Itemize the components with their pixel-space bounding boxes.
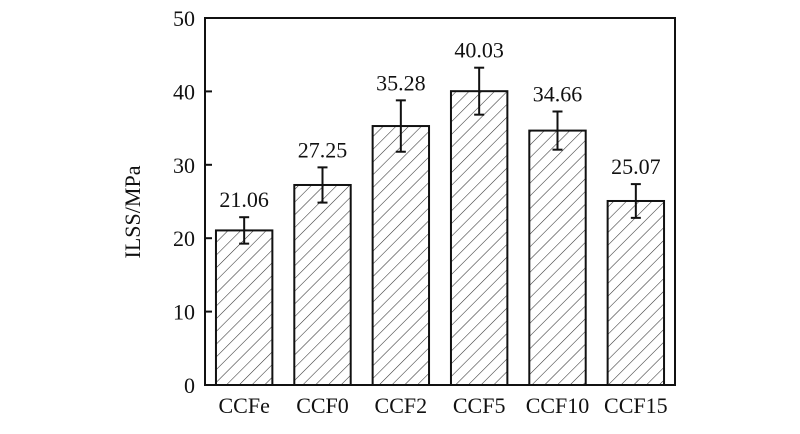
category-label: CCFe: [218, 393, 269, 418]
category-label: CCF5: [453, 393, 506, 418]
data-label: 34.66: [533, 82, 583, 107]
bar-ccf2: [371, 125, 431, 386]
y-tick-label: 10: [173, 300, 195, 325]
bar-ccf15: [606, 199, 666, 386]
y-axis-title: ILSS/MPa: [120, 165, 145, 258]
y-tick-label: 30: [173, 153, 195, 178]
data-label: 21.06: [219, 187, 269, 212]
plot-frame: [204, 17, 676, 386]
category-label: CCF0: [296, 393, 349, 418]
data-label: 25.07: [611, 154, 661, 179]
labels: 21.06 CCFe 27.25 CCF0 35.28 CCF2 40.03 CCF5 34.6…: [218, 38, 667, 418]
data-label: 40.03: [454, 38, 504, 63]
data-label: 27.25: [298, 137, 348, 162]
bar-ccf10: [528, 129, 587, 386]
bar-ccf5: [449, 90, 509, 386]
category-label: CCF15: [604, 393, 668, 418]
y-tick-label: 20: [173, 226, 195, 251]
y-tick-label: 0: [184, 373, 195, 398]
category-label: CCF10: [526, 393, 590, 418]
y-tick-label: 40: [173, 79, 195, 104]
bar-ccf0: [293, 183, 352, 386]
bars: [214, 66, 666, 386]
data-label: 35.28: [376, 70, 426, 95]
y-tick-label: 50: [173, 6, 195, 31]
bar-ccfe: [214, 229, 274, 386]
axes: 0 10 20 30 40 50: [173, 6, 676, 398]
category-label: CCF2: [375, 393, 428, 418]
